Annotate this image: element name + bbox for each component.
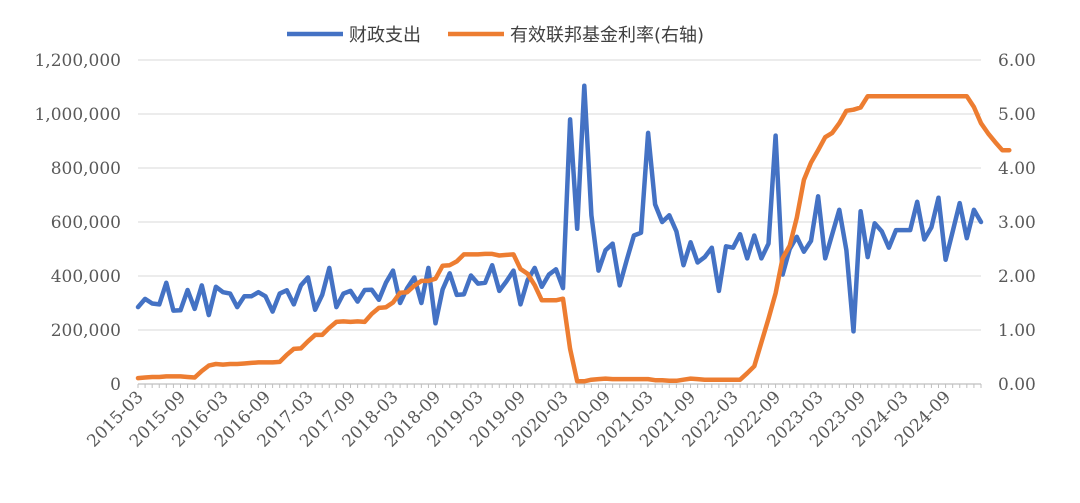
y-right-tick-label: 2.00 [998, 267, 1036, 287]
y-right-tick-label: 4.00 [998, 159, 1036, 179]
legend-item-fed-rate: 有效联邦基金利率(右轴) [448, 25, 704, 46]
y-left-tick-label: 800,000 [51, 159, 121, 179]
series-line-fed-rate [135, 93, 1012, 384]
y-left-tick-label: 1,200,000 [34, 51, 121, 71]
series-line-spending [135, 83, 984, 334]
y-left-tick-label: 400,000 [51, 267, 121, 287]
y-right-tick-label: 3.00 [998, 213, 1036, 233]
legend-label-spending: 财政支出 [349, 25, 421, 46]
y-right-tick-label: 5.00 [998, 105, 1036, 125]
y-right-tick-label: 0.00 [998, 375, 1036, 395]
y-left-tick-label: 0 [110, 375, 121, 395]
axes: 0 200,000 400,000 600,000 800,000 1,000,000 1,… [34, 51, 1035, 451]
legend-item-spending: 财政支出 [287, 25, 421, 46]
y-right-tick-label: 6.00 [998, 51, 1036, 71]
y-left-tick-label: 600,000 [51, 213, 121, 233]
y-right-tick-label: 1.00 [998, 321, 1036, 341]
y-left-tick-label: 200,000 [51, 321, 121, 341]
legend-label-fed-rate: 有效联邦基金利率(右轴) [510, 25, 704, 46]
y-left-tick-label: 1,000,000 [34, 105, 121, 125]
legend: 财政支出 有效联邦基金利率(右轴) [287, 25, 704, 46]
series [135, 83, 1012, 384]
gridlines [138, 59, 981, 331]
